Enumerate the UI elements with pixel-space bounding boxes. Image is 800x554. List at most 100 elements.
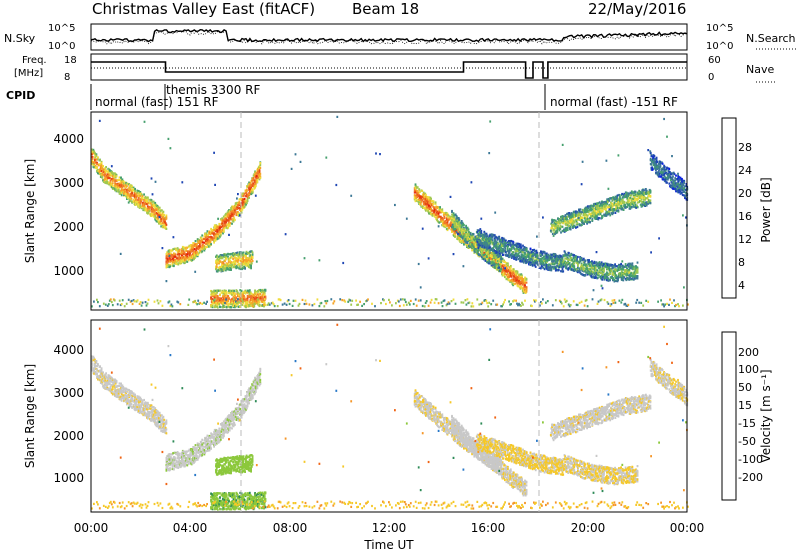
power-echo-cell-1990 — [196, 247, 198, 250]
power-echo-cell-9908 — [569, 228, 572, 231]
power-echo-cell-868 — [136, 200, 139, 203]
power-echo-cell-2540 — [226, 223, 229, 226]
power-echo-cell-7926 — [500, 268, 503, 271]
power-echo-cell-3310 — [221, 256, 224, 259]
power-echo-cell-1410 — [165, 227, 168, 230]
power-echo-cell-1906 — [191, 244, 194, 247]
power-echo-cell-2888 — [245, 192, 247, 195]
power-echo-cell-6946 — [525, 278, 528, 281]
power-echo-cell-3064 — [254, 174, 256, 177]
power-echo-cell-1238 — [155, 220, 158, 223]
power-echo-cell-4496 — [243, 296, 246, 299]
power-echo-cell-3746 — [245, 256, 247, 259]
power-echo-cell-1960 — [193, 248, 196, 251]
power-echo-cell-3802 — [247, 261, 250, 264]
power-echo-cell-4048 — [218, 300, 221, 303]
power-echo-cell-2872 — [243, 197, 246, 200]
power-echo-cell-194 — [100, 164, 103, 167]
noise-left-tick-bottom: 10^0 — [48, 41, 75, 52]
power-echo-cell-894 — [137, 196, 140, 199]
power-echo-cell-4624 — [249, 298, 252, 302]
cpid-segment-2: themis 3300 RF — [166, 83, 260, 97]
power-echo-cell-1268 — [157, 217, 160, 220]
power-echo-cell-1344 — [161, 212, 164, 215]
power-echo-cell-4340 — [234, 292, 236, 295]
power-echo-cell-5258 — [432, 200, 435, 203]
power-echo-cell-4264 — [231, 293, 233, 296]
power-echo-cell-2016 — [197, 252, 200, 256]
power-echo-cell-822 — [134, 187, 136, 191]
power-echo-cell-2000 — [196, 255, 199, 258]
cpid-segment-1: normal (fast) 151 RF — [95, 95, 219, 109]
power-echo-cell-4002 — [215, 302, 218, 305]
power-echo-cell-2392 — [218, 222, 221, 226]
power-echo-cell-4460 — [241, 303, 244, 306]
power-echo-cell-3056 — [254, 170, 256, 173]
power-echo-cell-440 — [114, 189, 116, 192]
power-echo-cell-3286 — [221, 254, 223, 257]
power-echo-cell-4252 — [230, 306, 233, 309]
power-echo-cell-3096 — [256, 180, 259, 184]
noise-panel — [90, 23, 688, 51]
power-echo-cell-3484 — [231, 263, 234, 267]
beam-label: Beam 18 — [352, 0, 419, 18]
power-echo-cell-102 — [96, 166, 98, 169]
power-echo-cell-734 — [129, 188, 132, 191]
power-echo-cell-934 — [139, 204, 142, 207]
power-echo-cell-3236 — [218, 262, 220, 265]
power-echo-cell-1756 — [182, 255, 185, 258]
power-echo-cell-2670 — [232, 209, 235, 212]
power-echo-cell-3670 — [241, 260, 243, 263]
power-echo-cell-1992 — [196, 243, 198, 246]
power-echo-cell-1262 — [157, 206, 160, 209]
power-echo-cell-788 — [132, 198, 135, 201]
power-echo-cell-3252 — [218, 255, 221, 258]
power-echo-cell-1934 — [193, 252, 195, 255]
power-echo-cell-1998 — [196, 251, 198, 254]
power-echo-cell-1316 — [159, 221, 162, 224]
power-echo-cell-2252 — [210, 232, 213, 235]
power-echo-cell-1532 — [171, 262, 174, 265]
power-echo-cell-8974 — [529, 247, 532, 250]
power-echo-cell-3770 — [245, 260, 248, 264]
power-echo-cell-4764 — [257, 290, 259, 293]
power-echo-cell-2728 — [235, 203, 238, 206]
power-echo-cell-4356 — [235, 296, 238, 300]
power-echo-cell-928 — [139, 191, 142, 194]
power-echo-cell-2116 — [203, 241, 206, 244]
power-echo-cell-536 — [118, 176, 121, 179]
power-echo-cell-3650 — [240, 258, 243, 261]
power-echo-cell-3400 — [227, 255, 229, 258]
power-echo-cell-42 — [93, 163, 95, 166]
power-echo-cell-1604 — [175, 249, 177, 252]
power-echo-cell-7282 — [467, 228, 470, 231]
power-echo-cell-612 — [122, 184, 125, 188]
power-echo-cell-1252 — [156, 212, 159, 215]
power-echo-cell-3970 — [213, 296, 216, 300]
power-echo-cell-3378 — [225, 257, 228, 260]
power-echo-cell-4418 — [239, 305, 242, 308]
power-echo-cell-2346 — [216, 233, 218, 236]
power-echo-cell-2484 — [223, 227, 226, 230]
power-echo-cell-3522 — [233, 265, 236, 269]
power-echo-cell-1372 — [163, 216, 166, 220]
power-echo-cell-4400 — [237, 305, 240, 308]
power-echo-cell-4184 — [225, 292, 228, 295]
power-echo-cell-9354 — [550, 268, 553, 271]
power-echo-cell-2376 — [217, 233, 220, 236]
power-echo-cell-7270 — [466, 242, 469, 245]
power-echo-cell-3908 — [211, 298, 214, 301]
power-echo-cell-744 — [130, 197, 133, 200]
power-echo-cell-4192 — [225, 306, 228, 309]
power-echo-cell-7052 — [456, 226, 459, 229]
power-echo-cell-2634 — [231, 214, 233, 217]
power-echo-cell-2838 — [242, 192, 244, 195]
power-echo-cell-2582 — [228, 224, 231, 227]
power-echo-cell-4108 — [222, 306, 224, 309]
power-echo-cell-4558 — [246, 299, 249, 302]
power-echo-cell-2900 — [246, 202, 248, 205]
power-echo-cell-1590 — [174, 258, 177, 262]
power-echo-cell-2472 — [222, 215, 225, 218]
power-echo-cell-902 — [137, 197, 140, 201]
power-echo-cell-2456 — [222, 220, 224, 223]
